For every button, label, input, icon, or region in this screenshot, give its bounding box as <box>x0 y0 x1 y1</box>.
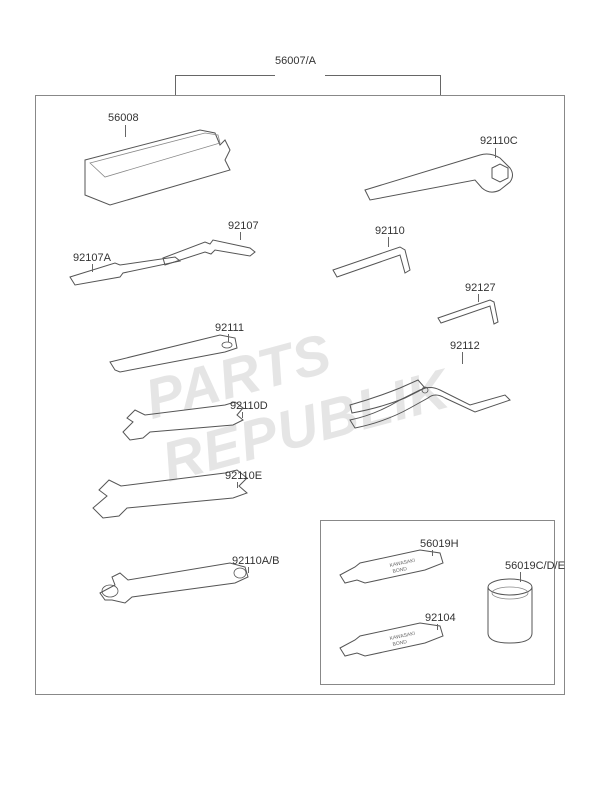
label-92110: 92110 <box>375 225 405 237</box>
label-92104: 92104 <box>425 612 456 624</box>
ring-wrench-icon <box>360 140 530 210</box>
container-icon <box>480 575 540 650</box>
bar-tool-icon <box>105 330 245 375</box>
hex-key-small-icon <box>430 290 520 335</box>
label-92111: 92111 <box>215 322 244 334</box>
pliers-icon <box>340 350 520 440</box>
label-56019cde: 56019C/D/E <box>505 560 565 572</box>
hex-key-icon <box>325 235 435 290</box>
parts-diagram: PARTS REPUBLIK 56007/A 56008 92110C 9210… <box>0 0 600 785</box>
label-92110ab: 92110A/B <box>232 555 280 567</box>
label-92107a: 92107A <box>73 252 111 264</box>
label-92127: 92127 <box>465 282 496 294</box>
label-56019h: 56019H <box>420 538 459 550</box>
label-56007a: 56007/A <box>275 55 316 67</box>
label-92110c: 92110C <box>480 135 518 147</box>
label-92112: 92112 <box>450 340 480 352</box>
label-92107: 92107 <box>228 220 259 232</box>
label-56008: 56008 <box>108 112 139 124</box>
label-92110d: 92110D <box>230 400 268 412</box>
bond-tube-1-icon: KAWASAKI BOND <box>335 545 455 590</box>
tool-case-icon <box>80 125 240 210</box>
label-92110e: 92110E <box>225 470 262 482</box>
